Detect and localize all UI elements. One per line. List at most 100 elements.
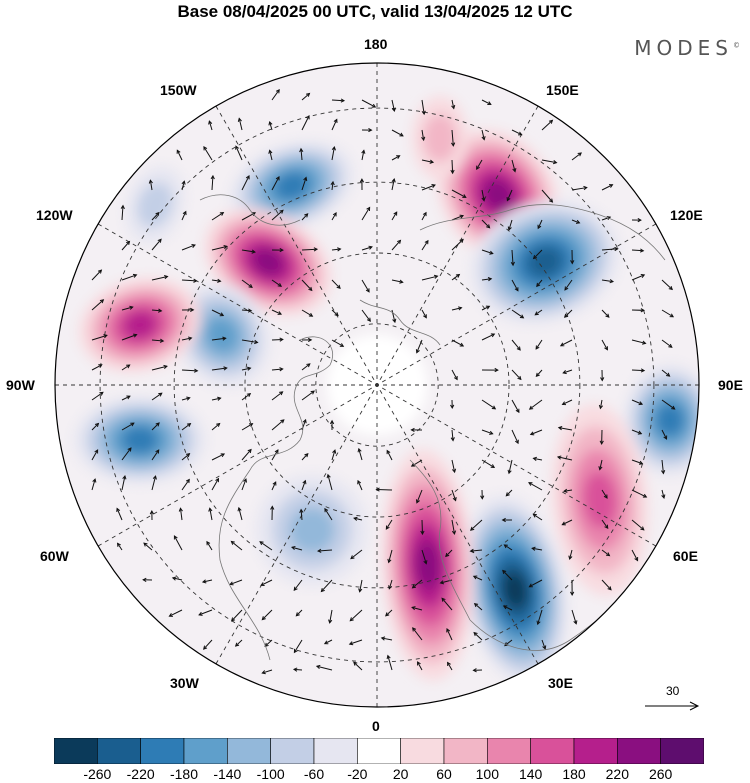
wind-arrowhead <box>668 285 673 291</box>
wind-arrowhead <box>155 422 160 427</box>
wind-arrowhead <box>573 620 578 625</box>
wind-arrowhead <box>243 478 247 483</box>
wind-arrow <box>202 579 213 583</box>
wind-arrowhead <box>634 557 639 562</box>
wind-arrow <box>331 248 341 251</box>
wind-arrow <box>571 219 580 224</box>
wind-arrowhead <box>459 342 465 347</box>
wind-arrow <box>421 240 429 251</box>
wind-arrow <box>451 99 455 109</box>
anomaly-contour <box>502 571 528 609</box>
colorbar <box>54 738 704 764</box>
wind-arrow <box>300 148 303 161</box>
wind-arrow <box>259 541 273 551</box>
wind-arrow <box>563 489 573 492</box>
wind-arrow <box>91 269 102 281</box>
wind-arrowhead <box>210 174 215 180</box>
wind-arrow <box>601 519 609 529</box>
wind-arrow <box>300 509 303 521</box>
wind-arrowhead <box>486 224 491 229</box>
wind-arrowhead <box>201 579 207 584</box>
wind-arrow <box>211 337 226 341</box>
wind-arrowhead <box>248 423 254 427</box>
wind-arrowhead <box>388 585 393 590</box>
wind-arrow <box>241 249 256 253</box>
wind-arrowhead <box>424 239 429 245</box>
wind-arrowhead <box>412 627 417 632</box>
wind-arrow <box>181 181 185 191</box>
wind-arrow <box>293 668 303 671</box>
wind-arrowhead <box>421 110 426 116</box>
wind-arrowhead <box>639 248 645 253</box>
wind-arrowhead <box>353 661 358 666</box>
wind-arrowhead <box>103 334 108 339</box>
wind-arrow <box>481 189 485 201</box>
wind-arrowhead <box>280 419 285 424</box>
wind-arrowhead <box>126 240 131 246</box>
wind-arrow <box>211 453 225 461</box>
wind-arrow <box>293 579 303 591</box>
colorbar-swatch <box>140 738 185 764</box>
wind-arrow <box>151 392 163 401</box>
wind-arrowhead <box>420 530 425 536</box>
wind-arrow <box>358 448 363 461</box>
wind-arrowhead <box>185 453 191 458</box>
wind-arrowhead <box>391 178 396 183</box>
wind-arrowhead <box>528 583 533 588</box>
wind-arrowhead <box>215 477 219 483</box>
wind-arrow <box>391 279 403 283</box>
wind-arrowhead <box>532 456 537 461</box>
wind-arrowhead <box>366 317 371 323</box>
wind-arrowhead <box>168 613 173 617</box>
coastline <box>199 194 301 226</box>
wind-arrow <box>451 369 458 380</box>
wind-arrow <box>451 215 464 221</box>
wind-arrowhead <box>223 244 229 250</box>
wind-arrow <box>211 279 221 282</box>
wind-arrowhead <box>422 211 427 217</box>
wind-arrow <box>631 549 639 561</box>
wind-arrow <box>541 189 553 203</box>
wind-arrow <box>331 212 337 221</box>
colorbar-swatch <box>54 738 98 764</box>
wind-arrow <box>324 639 333 645</box>
wind-arrowhead <box>307 337 313 343</box>
wind-arrowhead <box>171 576 177 581</box>
wind-arrow <box>661 429 667 440</box>
wind-arrowhead <box>518 131 523 136</box>
wind-arrow <box>317 549 333 552</box>
wind-arrow <box>541 120 553 131</box>
wind-arrow <box>269 150 273 161</box>
wind-arrowhead <box>502 569 507 574</box>
wind-arrow <box>264 639 273 647</box>
wind-arrowhead <box>251 249 256 254</box>
wind-arrow <box>533 249 543 259</box>
wind-arrowhead <box>98 364 103 368</box>
wind-arrow <box>451 274 460 281</box>
wind-arrowhead <box>348 641 354 646</box>
wind-arrowhead <box>570 260 575 265</box>
wind-arrowhead <box>349 617 354 622</box>
wind-arrow <box>208 120 213 131</box>
wind-arrow <box>416 339 423 353</box>
wind-arrow <box>481 99 492 105</box>
wind-arrow <box>271 338 283 341</box>
wind-arrow <box>349 609 363 622</box>
wind-arrow <box>198 609 213 616</box>
wind-arrow <box>532 547 543 551</box>
wind-arrowhead <box>173 535 178 540</box>
wind-arrowhead <box>487 277 493 282</box>
wind-arrow <box>481 459 495 468</box>
wind-arrowhead <box>268 120 273 126</box>
wind-arrow <box>181 423 191 431</box>
wind-arrow <box>203 639 213 650</box>
wind-arrowhead <box>132 273 138 278</box>
wind-arrowhead <box>279 337 284 342</box>
wind-arrow <box>229 579 243 585</box>
wind-arrowhead <box>302 418 307 424</box>
colorbar-swatch <box>573 738 618 764</box>
wind-arrow <box>149 180 153 191</box>
wind-arrow <box>391 155 400 161</box>
wind-arrowhead <box>516 346 521 351</box>
wind-arrow <box>508 459 513 474</box>
